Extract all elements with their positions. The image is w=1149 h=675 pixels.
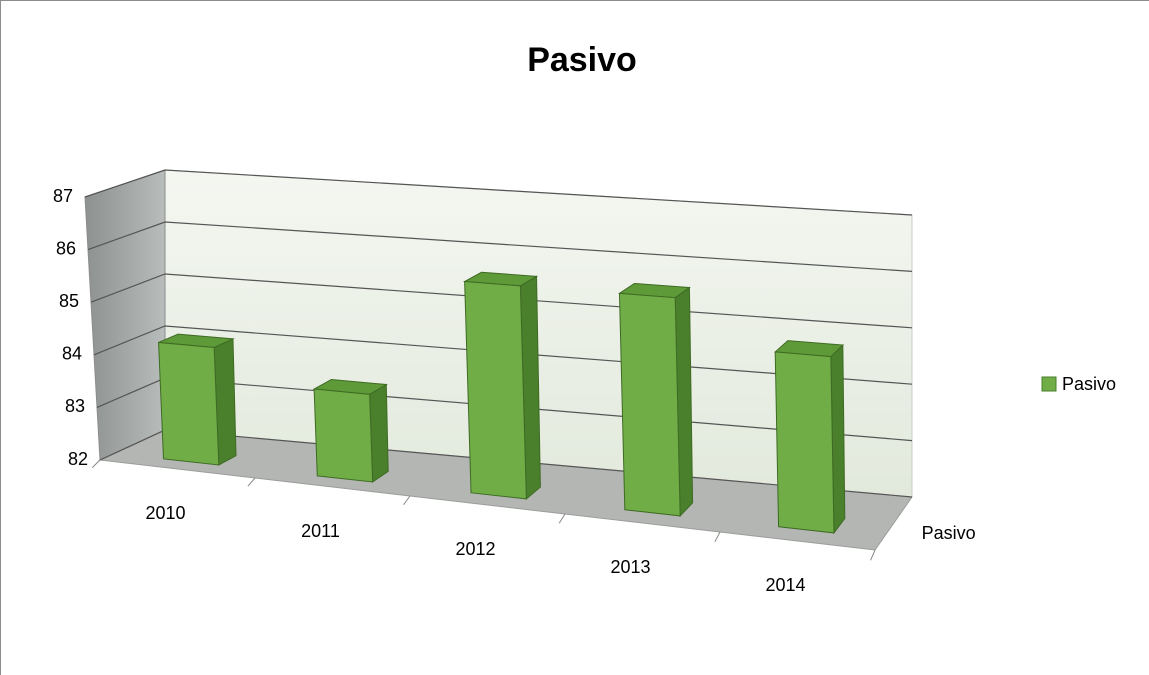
x-tick: [247, 477, 256, 487]
y-tick-label: 84: [62, 344, 82, 364]
legend-swatch: [1041, 376, 1057, 392]
x-tick: [403, 495, 411, 506]
bar: [618, 292, 681, 517]
legend-label: Pasivo: [1062, 374, 1116, 394]
depth-axis-label: Pasivo: [922, 523, 976, 543]
bar: [774, 351, 835, 534]
y-tick-label: 83: [65, 396, 85, 416]
y-tick-label: 85: [59, 291, 79, 311]
bar: [158, 341, 220, 466]
x-tick: [91, 459, 101, 468]
x-tick-label: 2011: [301, 521, 340, 541]
bar: [313, 388, 374, 483]
y-tick-label: 86: [56, 238, 76, 258]
plot-area: 82 83 84 85 86 87 2010 2011 2012 2013 2014 Pasivo: [53, 169, 976, 595]
x-tick-label: 2010: [145, 503, 185, 523]
x-tick: [714, 531, 721, 543]
chart-title: Pasivo: [527, 41, 637, 79]
x-tick: [870, 549, 876, 561]
x-tick-label: 2012: [455, 539, 495, 559]
y-tick-label: 87: [53, 186, 73, 206]
y-tick-label: 82: [68, 449, 88, 469]
x-tick: [558, 513, 566, 524]
x-tick-label: 2014: [765, 575, 805, 595]
x-tick-label: 2013: [610, 557, 650, 577]
bar: [464, 281, 527, 500]
grid-line: [87, 221, 913, 272]
grid-line: [84, 169, 913, 216]
